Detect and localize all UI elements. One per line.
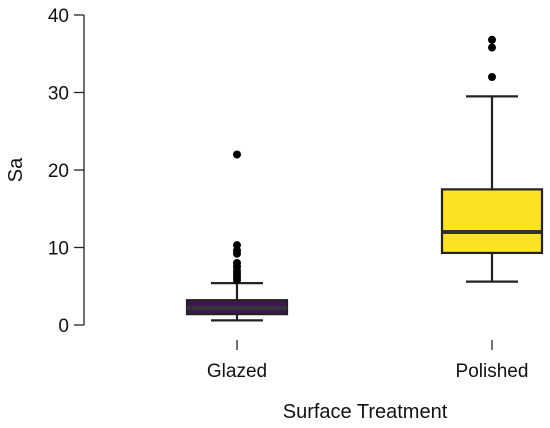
y-tick-label: 0 (58, 316, 69, 337)
x-tick-label: Polished (456, 361, 529, 382)
y-tick-label: 20 (48, 161, 69, 182)
outlier-point (488, 73, 496, 81)
boxes (185, 35, 544, 322)
outlier-point (488, 35, 496, 44)
iqr-box (440, 188, 544, 255)
outlier-point (233, 150, 241, 159)
y-axis: 0 10 20 30 40 (48, 6, 85, 337)
outlier-point (233, 241, 241, 250)
y-tick-label: 10 (48, 239, 69, 260)
y-tick-label: 40 (48, 6, 69, 27)
y-axis-title: Sa (5, 157, 27, 182)
x-axis-title: Surface Treatment (283, 401, 448, 423)
x-axis: Glazed Polished (207, 340, 529, 382)
outlier-point (233, 259, 241, 267)
x-tick-label: Glazed (207, 361, 267, 382)
y-tick-label: 30 (48, 84, 69, 105)
box-glazed (185, 150, 289, 322)
outlier-point (488, 43, 496, 52)
box-polished (440, 35, 544, 283)
